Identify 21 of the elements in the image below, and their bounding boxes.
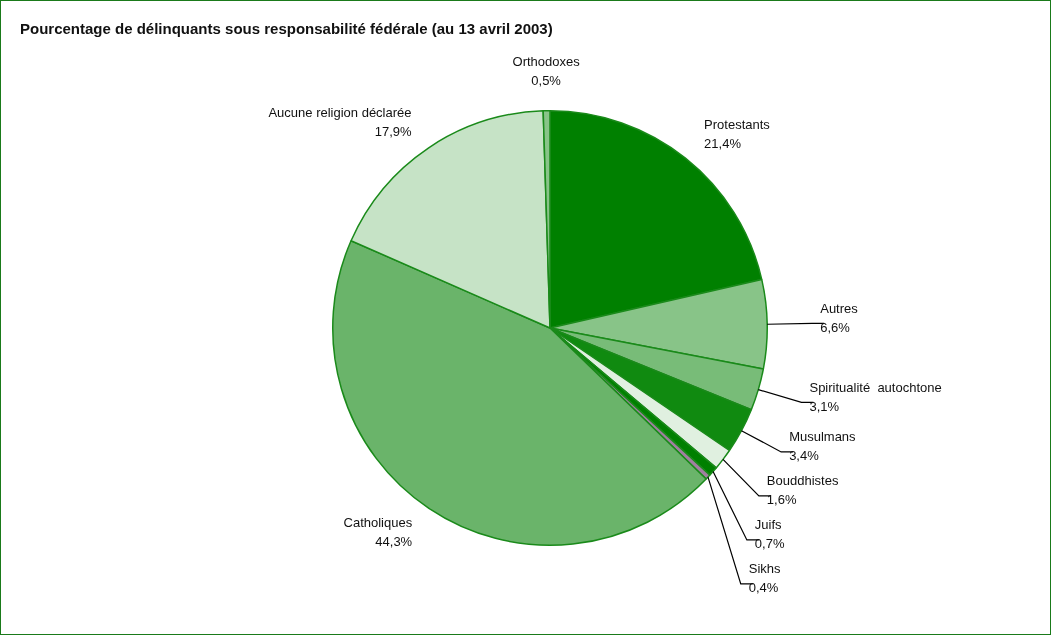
slice-label: Orthodoxes bbox=[512, 54, 581, 70]
data-label: 1,6% bbox=[766, 492, 797, 508]
data-label: 21,4% bbox=[704, 135, 742, 151]
slice-label: Spiritualité autochtone bbox=[809, 380, 942, 395]
data-label: 0,7% bbox=[754, 536, 785, 552]
slice-label: Protestants bbox=[704, 116, 771, 132]
data-label: 3,1% bbox=[809, 399, 840, 414]
slice-label: Musulmans bbox=[789, 429, 857, 445]
data-label: 3,4% bbox=[789, 448, 820, 464]
data-label: 0,5% bbox=[531, 73, 562, 89]
slice-label: Bouddhistes bbox=[766, 473, 839, 489]
slice-label: Autres bbox=[820, 301, 859, 317]
data-label: 0,4% bbox=[748, 580, 779, 596]
slice-label: Aucune religion déclarée bbox=[268, 105, 412, 121]
slice-label: Catholiques bbox=[343, 515, 413, 531]
slice-label: Juifs bbox=[754, 517, 783, 533]
slice-label: Sikhs bbox=[748, 561, 782, 577]
chart-title: Pourcentage de délinquants sous responsabilité fédérale (au 13 avril 2003) bbox=[20, 20, 553, 38]
data-label: 17,9% bbox=[374, 124, 412, 140]
data-label: 6,6% bbox=[820, 320, 851, 336]
data-label: 44,3% bbox=[375, 534, 413, 550]
